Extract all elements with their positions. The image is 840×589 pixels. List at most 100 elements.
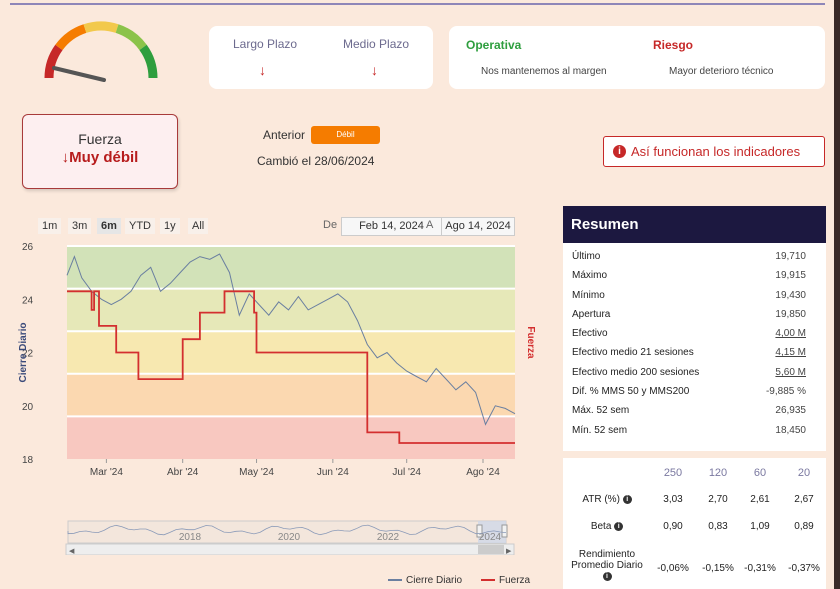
table-header: 60 <box>753 467 767 479</box>
resumen-value[interactable]: 4,15 M <box>775 347 806 359</box>
cambio-date: Cambió el 28/06/2024 <box>257 154 375 168</box>
table-header: 120 <box>708 467 728 479</box>
table-row-label-text: Beta <box>590 521 615 532</box>
resumen-key: Apertura <box>572 308 611 320</box>
range-ytd-button[interactable]: YTD <box>125 218 155 234</box>
resumen-key: Mínimo <box>572 289 605 301</box>
legend-cierre-diario-label: Cierre Diario <box>406 575 463 586</box>
indicators-table: 250 120 60 20 ATR (%) i 3,03 2,70 2,61 2,67 Beta … <box>563 458 826 589</box>
resumen-value: 19,915 <box>775 270 806 282</box>
resumen-key: Dif. % MMS 50 y MMS200 <box>572 386 690 398</box>
resumen-key: Efectivo medio 200 sesiones <box>572 366 700 378</box>
anterior-label: Anterior <box>263 128 306 142</box>
plazo-card: Largo Plazo ↓ Medio Plazo ↓ <box>209 26 433 89</box>
scroll-right-icon[interactable]: ▶ <box>506 548 512 555</box>
scroll-left-icon[interactable]: ◀ <box>69 548 75 555</box>
fuerza-box: Fuerza ↓Muy débil <box>22 114 178 189</box>
resumen-value: 19,850 <box>775 308 806 320</box>
operativa-title: Operativa <box>466 38 522 52</box>
x-tick-label: Abr '24 <box>167 467 199 478</box>
resumen-value: 19,430 <box>775 289 806 301</box>
gauge-segment <box>55 24 87 51</box>
top-divider <box>10 3 825 5</box>
price-chart: 18 20 22 24 26 Mar '24 Abr '24 May '24 Jun '24 Ju… <box>18 242 536 478</box>
date-from-input[interactable]: Feb 14, 2024 <box>341 217 442 236</box>
resumen-value[interactable]: 4,00 M <box>775 328 806 340</box>
navigator-left-handle[interactable] <box>476 524 483 538</box>
table-cell: 0,89 <box>794 521 814 532</box>
largo-plazo-down-arrow-icon: ↓ <box>259 62 266 78</box>
table-cell: -0,37% <box>788 563 820 574</box>
resumen-value: -9,885 % <box>765 386 806 398</box>
table-row-label-text: ATR (%) <box>582 494 623 505</box>
resumen-title: Resumen <box>563 206 826 243</box>
range-1y-button[interactable]: 1y <box>160 218 180 234</box>
medio-plazo-down-arrow-icon: ↓ <box>371 62 378 78</box>
navigator-scrollbar-thumb[interactable] <box>478 545 504 554</box>
resumen-row: Apertura 19,850 <box>563 305 826 324</box>
navigator-line <box>67 524 507 536</box>
range-6m-button[interactable]: 6m <box>97 218 121 234</box>
table-row-label: Beta i <box>567 521 647 532</box>
resumen-row: Mín. 52 sem 18,450 <box>563 421 826 440</box>
operativa-text: Nos mantenemos al margen <box>481 66 607 77</box>
riesgo-title: Riesgo <box>653 38 694 52</box>
info-icon[interactable]: i <box>602 571 612 581</box>
navigator-scrollbar[interactable] <box>65 543 515 555</box>
indicadores-button[interactable]: i Así funcionan los indicadores <box>603 136 825 167</box>
legend-cierre-diario[interactable]: Cierre Diario <box>388 575 462 586</box>
strength-band <box>67 373 515 417</box>
navigator-selected-range[interactable] <box>478 521 506 543</box>
table-cell: -0,06% <box>657 563 689 574</box>
riesgo-text: Mayor deterioro técnico <box>669 66 774 77</box>
resumen-row: Mínimo 19,430 <box>563 286 826 305</box>
x-tick-label: Ago '24 <box>466 467 500 478</box>
table-header: 20 <box>797 467 811 479</box>
navigator-right-handle[interactable] <box>501 524 508 538</box>
indicadores-label: Así funcionan los indicadores <box>631 144 801 159</box>
legend-fuerza-label: Fuerza <box>499 575 531 586</box>
resumen-value[interactable]: 5,60 M <box>775 366 806 378</box>
range-all-button[interactable]: All <box>188 218 209 234</box>
gauge-segment <box>139 44 158 79</box>
chart-navigator[interactable]: 2018 2020 2022 2024 ◀ ▶ <box>60 517 518 555</box>
date-to-input[interactable]: Ago 14, 2024 <box>441 217 515 236</box>
fuerza-value-text: Muy débil <box>69 149 139 166</box>
range-3m-button[interactable]: 3m <box>68 218 92 234</box>
info-icon[interactable]: i <box>614 521 624 531</box>
table-cell: 2,70 <box>708 494 728 505</box>
range-1m-button[interactable]: 1m <box>38 218 62 234</box>
y2-axis-label: Fuerza <box>525 326 536 359</box>
resumen-row: Máximo 19,915 <box>563 266 826 285</box>
resumen-value: 19,710 <box>775 251 806 262</box>
resumen-row: Efectivo 4,00 M <box>563 324 826 343</box>
navigator-year-label: 2024 <box>479 532 502 543</box>
table-cell: 2,67 <box>794 494 814 505</box>
resumen-value: 18,450 <box>775 424 806 436</box>
strength-gauge <box>44 21 158 82</box>
navigator-year-label: 2018 <box>179 532 202 543</box>
resumen-key: Efectivo <box>572 328 608 340</box>
y-tick-label: 18 <box>22 455 34 466</box>
gauge-segment <box>115 24 147 51</box>
table-cell: -0,15% <box>702 563 734 574</box>
cierre-diario-line <box>66 253 516 426</box>
fuerza-title: Fuerza <box>78 131 122 147</box>
table-cell: 1,09 <box>750 521 770 532</box>
resumen-key: Máximo <box>572 270 608 282</box>
resumen-key: Último <box>572 251 601 262</box>
medio-plazo-label: Medio Plazo <box>343 37 410 51</box>
legend-fuerza[interactable]: Fuerza <box>481 575 530 586</box>
date-to-label: A <box>426 219 434 231</box>
table-cell: 0,83 <box>708 521 728 532</box>
resumen-key: Efectivo medio 21 sesiones <box>572 347 694 359</box>
navigator-year-label: 2022 <box>377 532 400 543</box>
table-cell: 2,61 <box>750 494 770 505</box>
resumen-panel: Resumen Último 19,710 Máximo 19,915 Mínimo 19… <box>563 206 826 451</box>
navigator-year-label: 2020 <box>278 532 301 543</box>
largo-plazo-label: Largo Plazo <box>233 37 298 51</box>
fuerza-line <box>67 290 515 444</box>
gauge-segment <box>44 44 63 79</box>
x-tick-label: Jun '24 <box>317 467 349 478</box>
info-icon[interactable]: i <box>622 494 632 504</box>
